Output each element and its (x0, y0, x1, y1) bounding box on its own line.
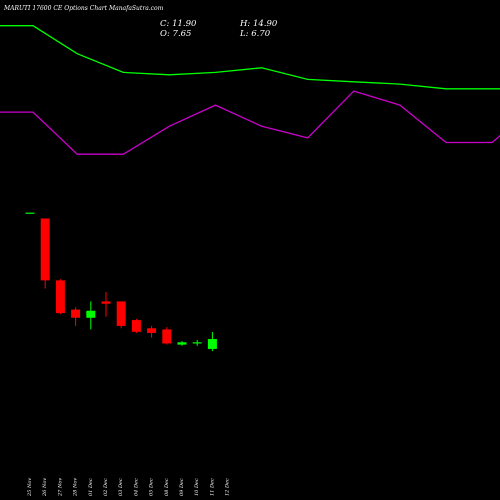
date-axis: 25 Nov 26 Nov 27 Nov 28 Nov 01 Dec 02 Dec 03 D… (27, 478, 231, 497)
candle-body (192, 342, 202, 344)
date-tick-label: 03 Dec (118, 478, 124, 496)
date-tick-label: 28 Nov (73, 478, 79, 497)
candle-body (116, 301, 126, 326)
candle-body (131, 320, 141, 332)
date-tick-label: 12 Dec (225, 478, 231, 496)
chart-title: MARUTI 17600 CE Options Chart ManafaSutr… (4, 5, 164, 12)
candle-body (101, 301, 111, 304)
candle-body (147, 328, 157, 333)
candle-body (71, 309, 81, 318)
date-tick-label: 25 Nov (27, 478, 33, 497)
date-tick-label: 26 Nov (42, 478, 48, 497)
date-tick-label: 11 Dec (209, 478, 215, 496)
open-value: O: 7.65 (160, 29, 192, 39)
date-tick-label: 01 Dec (88, 478, 94, 496)
date-tick-label: 27 Nov (57, 478, 63, 497)
date-tick-label: 09 Dec (179, 478, 185, 496)
candle-body (25, 212, 35, 214)
low-value: L: 6.70 (240, 29, 271, 39)
candle-body (40, 218, 50, 281)
date-tick-label: 08 Dec (164, 478, 170, 496)
moving-average-line-2 (0, 90, 500, 155)
candle-body (55, 280, 65, 314)
moving-average-layer (0, 25, 500, 155)
candlestick-layer (25, 212, 217, 352)
candle-body (86, 310, 96, 318)
date-tick-label: 04 Dec (133, 478, 139, 496)
date-tick-label: 02 Dec (103, 478, 109, 496)
date-tick-label: 05 Dec (149, 478, 155, 496)
candle-body (162, 329, 172, 344)
moving-average-line-1 (0, 25, 500, 90)
candle-body (177, 342, 187, 345)
date-tick-label: 10 Dec (194, 478, 200, 496)
candle-body (207, 339, 217, 349)
close-value: C: 11.90 (160, 19, 197, 29)
high-value: H: 14.90 (240, 19, 278, 29)
